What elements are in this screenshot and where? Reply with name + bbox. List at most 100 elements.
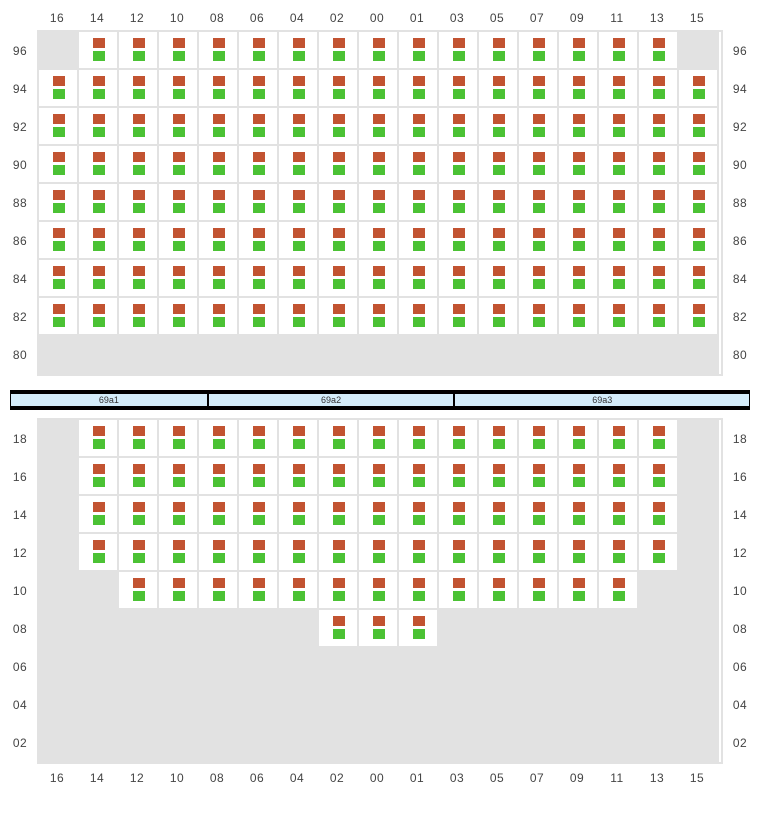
slot-filled[interactable] (239, 420, 279, 458)
slot-filled[interactable] (159, 184, 199, 222)
slot-filled[interactable] (599, 496, 639, 534)
slot-filled[interactable] (679, 260, 719, 298)
slot-filled[interactable] (239, 458, 279, 496)
slot-filled[interactable] (119, 222, 159, 260)
slot-filled[interactable] (439, 260, 479, 298)
slot-filled[interactable] (159, 458, 199, 496)
slot-filled[interactable] (359, 32, 399, 70)
slot-filled[interactable] (319, 32, 359, 70)
slot-filled[interactable] (199, 496, 239, 534)
slot-filled[interactable] (79, 108, 119, 146)
slot-filled[interactable] (119, 146, 159, 184)
slot-filled[interactable] (599, 146, 639, 184)
slot-filled[interactable] (679, 146, 719, 184)
slot-filled[interactable] (599, 420, 639, 458)
slot-filled[interactable] (39, 298, 79, 336)
slot-filled[interactable] (399, 420, 439, 458)
slot-filled[interactable] (559, 458, 599, 496)
slot-filled[interactable] (519, 108, 559, 146)
slot-filled[interactable] (559, 298, 599, 336)
slot-filled[interactable] (639, 420, 679, 458)
slot-filled[interactable] (119, 260, 159, 298)
slot-filled[interactable] (359, 298, 399, 336)
slot-filled[interactable] (399, 32, 439, 70)
slot-filled[interactable] (319, 534, 359, 572)
slot-filled[interactable] (239, 572, 279, 610)
slot-filled[interactable] (519, 32, 559, 70)
slot-filled[interactable] (479, 222, 519, 260)
slot-filled[interactable] (679, 70, 719, 108)
slot-filled[interactable] (559, 222, 599, 260)
slot-filled[interactable] (239, 496, 279, 534)
slot-filled[interactable] (359, 572, 399, 610)
slot-filled[interactable] (599, 32, 639, 70)
slot-filled[interactable] (119, 496, 159, 534)
slot-filled[interactable] (439, 458, 479, 496)
slot-filled[interactable] (639, 70, 679, 108)
slot-filled[interactable] (519, 496, 559, 534)
slot-filled[interactable] (679, 222, 719, 260)
slot-filled[interactable] (79, 534, 119, 572)
slot-filled[interactable] (359, 222, 399, 260)
slot-filled[interactable] (599, 222, 639, 260)
slot-filled[interactable] (439, 32, 479, 70)
slot-filled[interactable] (399, 298, 439, 336)
slot-filled[interactable] (159, 70, 199, 108)
slot-filled[interactable] (159, 298, 199, 336)
slot-filled[interactable] (399, 70, 439, 108)
slot-filled[interactable] (519, 184, 559, 222)
slot-filled[interactable] (399, 146, 439, 184)
slot-filled[interactable] (239, 108, 279, 146)
slot-filled[interactable] (199, 70, 239, 108)
slot-filled[interactable] (439, 222, 479, 260)
slot-filled[interactable] (199, 534, 239, 572)
slot-filled[interactable] (279, 298, 319, 336)
slot-filled[interactable] (119, 298, 159, 336)
slot-filled[interactable] (639, 222, 679, 260)
slot-filled[interactable] (639, 458, 679, 496)
slot-filled[interactable] (479, 420, 519, 458)
slot-filled[interactable] (79, 32, 119, 70)
slot-filled[interactable] (559, 70, 599, 108)
slot-filled[interactable] (399, 458, 439, 496)
slot-filled[interactable] (519, 572, 559, 610)
slot-filled[interactable] (319, 146, 359, 184)
slot-filled[interactable] (479, 572, 519, 610)
slot-filled[interactable] (359, 534, 399, 572)
slot-filled[interactable] (319, 610, 359, 648)
slot-filled[interactable] (559, 32, 599, 70)
slot-filled[interactable] (519, 298, 559, 336)
slot-filled[interactable] (79, 298, 119, 336)
slot-filled[interactable] (359, 420, 399, 458)
slot-filled[interactable] (279, 32, 319, 70)
slot-filled[interactable] (559, 146, 599, 184)
slot-filled[interactable] (279, 184, 319, 222)
slot-filled[interactable] (199, 420, 239, 458)
slot-filled[interactable] (519, 222, 559, 260)
slot-filled[interactable] (479, 298, 519, 336)
slot-filled[interactable] (159, 32, 199, 70)
slot-filled[interactable] (559, 184, 599, 222)
slot-filled[interactable] (599, 534, 639, 572)
slot-filled[interactable] (479, 70, 519, 108)
slot-filled[interactable] (599, 298, 639, 336)
slot-filled[interactable] (519, 70, 559, 108)
slot-filled[interactable] (319, 572, 359, 610)
slot-filled[interactable] (79, 222, 119, 260)
slot-filled[interactable] (279, 420, 319, 458)
slot-filled[interactable] (559, 260, 599, 298)
slot-filled[interactable] (159, 108, 199, 146)
slot-filled[interactable] (359, 458, 399, 496)
slot-filled[interactable] (519, 534, 559, 572)
slot-filled[interactable] (599, 260, 639, 298)
slot-filled[interactable] (479, 458, 519, 496)
slot-filled[interactable] (439, 534, 479, 572)
slot-filled[interactable] (239, 146, 279, 184)
slot-filled[interactable] (159, 260, 199, 298)
slot-filled[interactable] (479, 496, 519, 534)
slot-filled[interactable] (79, 184, 119, 222)
slot-filled[interactable] (479, 32, 519, 70)
slot-filled[interactable] (359, 146, 399, 184)
slot-filled[interactable] (439, 108, 479, 146)
slot-filled[interactable] (79, 496, 119, 534)
